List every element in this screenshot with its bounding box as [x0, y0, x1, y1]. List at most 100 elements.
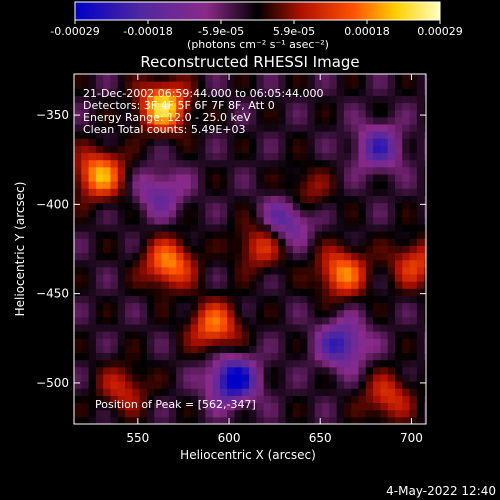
heatmap-cell — [256, 109, 265, 118]
heatmap-cell — [402, 281, 411, 289]
heatmap-cell — [270, 409, 279, 418]
heatmap-cell — [219, 366, 228, 375]
heatmap-cell — [351, 145, 360, 154]
heatmap-cell — [198, 116, 206, 125]
heatmap-cell — [81, 245, 90, 254]
heatmap-cell — [241, 109, 250, 118]
heatmap-cell — [358, 409, 367, 418]
heatmap-cell — [263, 316, 272, 325]
heatmap-cell — [146, 316, 155, 325]
heatmap-cell — [373, 295, 381, 304]
heatmap-cell — [168, 331, 177, 339]
heatmap-cell — [95, 181, 104, 189]
heatmap-cell — [285, 245, 294, 254]
heatmap-cell — [300, 202, 308, 211]
heatmap-cell — [234, 181, 243, 189]
heatmap-cell — [212, 402, 221, 411]
heatmap-cell — [336, 359, 345, 368]
heatmap-cell — [402, 74, 411, 82]
heatmap-cell — [292, 388, 301, 396]
heatmap-cell — [241, 259, 250, 268]
heatmap-cell — [263, 116, 272, 125]
heatmap-cell — [110, 102, 119, 111]
heatmap-cell — [74, 231, 82, 239]
heatmap-cell — [394, 174, 403, 182]
heatmap-cell — [132, 309, 141, 318]
heatmap-cell — [409, 338, 418, 346]
heatmap-cell — [416, 252, 425, 261]
heatmap-cell — [198, 152, 206, 161]
heatmap-cell — [373, 145, 381, 154]
heatmap-cell — [300, 109, 308, 118]
heatmap-cell — [358, 309, 367, 318]
heatmap-cell — [322, 95, 330, 104]
heatmap-cell — [205, 374, 214, 382]
heatmap-cell — [176, 409, 184, 418]
heatmap-cell — [314, 374, 323, 382]
heatmap-cell — [416, 338, 425, 346]
heatmap-cell — [241, 288, 250, 296]
heatmap-cell — [365, 159, 374, 168]
heatmap-cell — [132, 409, 141, 418]
heatmap-cell — [387, 374, 396, 382]
heatmap-cell — [168, 102, 177, 111]
heatmap-cell — [322, 131, 330, 139]
heatmap-cell — [373, 274, 381, 282]
heatmap-cell — [241, 316, 250, 325]
heatmap-cell — [394, 374, 403, 382]
heatmap-cell — [110, 152, 119, 161]
heatmap-cell — [168, 309, 177, 318]
heatmap-cell — [219, 309, 228, 318]
heatmap-cell — [227, 345, 235, 354]
heatmap-cell — [270, 252, 279, 261]
heatmap-cell — [394, 416, 403, 424]
heatmap-cell — [205, 259, 214, 268]
heatmap-cell — [402, 224, 411, 232]
heatmap-cell — [380, 188, 389, 196]
heatmap-cell — [409, 152, 418, 161]
heatmap-cell — [198, 309, 206, 318]
heatmap-cell — [256, 174, 265, 182]
heatmap-cell — [300, 309, 308, 318]
heatmap-cell — [292, 416, 301, 424]
heatmap-cell — [190, 366, 199, 375]
heatmap-cell — [343, 216, 352, 225]
heatmap-cell — [154, 266, 163, 275]
heatmap-cell — [241, 102, 250, 111]
heatmap-cell — [190, 252, 199, 261]
heatmap-cell — [146, 74, 155, 82]
heatmap-cell — [394, 309, 403, 318]
heatmap-cell — [373, 181, 381, 189]
heatmap-cell — [270, 281, 279, 289]
heatmap-cell — [234, 81, 243, 89]
heatmap-cell — [125, 81, 133, 89]
heatmap-cell — [343, 131, 352, 139]
heatmap-cell — [125, 388, 133, 396]
heatmap-cell — [263, 109, 272, 118]
heatmap-cell — [351, 188, 360, 196]
heatmap-cell — [103, 188, 111, 196]
heatmap-cell — [190, 216, 199, 225]
heatmap-cell — [278, 316, 287, 325]
heatmap-cell — [402, 302, 411, 311]
heatmap-cell — [205, 331, 214, 339]
heatmap-cell — [103, 388, 111, 396]
heatmap-cell — [256, 74, 265, 82]
heatmap-cell — [380, 309, 389, 318]
heatmap-cell — [278, 381, 287, 389]
heatmap-cell — [176, 138, 184, 146]
heatmap-cell — [307, 295, 316, 304]
heatmap-cell — [74, 166, 82, 175]
heatmap-cell — [234, 374, 243, 382]
heatmap-cell — [256, 259, 265, 268]
heatmap-cell — [125, 338, 133, 346]
heatmap-cell — [263, 245, 272, 254]
heatmap-cell — [110, 352, 119, 361]
heatmap-cell — [110, 166, 119, 175]
heatmap-cell — [270, 231, 279, 239]
heatmap-cell — [95, 402, 104, 411]
heatmap-cell — [190, 374, 199, 382]
heatmap-cell — [314, 331, 323, 339]
heatmap-cell — [117, 281, 126, 289]
heatmap-cell — [241, 159, 250, 168]
